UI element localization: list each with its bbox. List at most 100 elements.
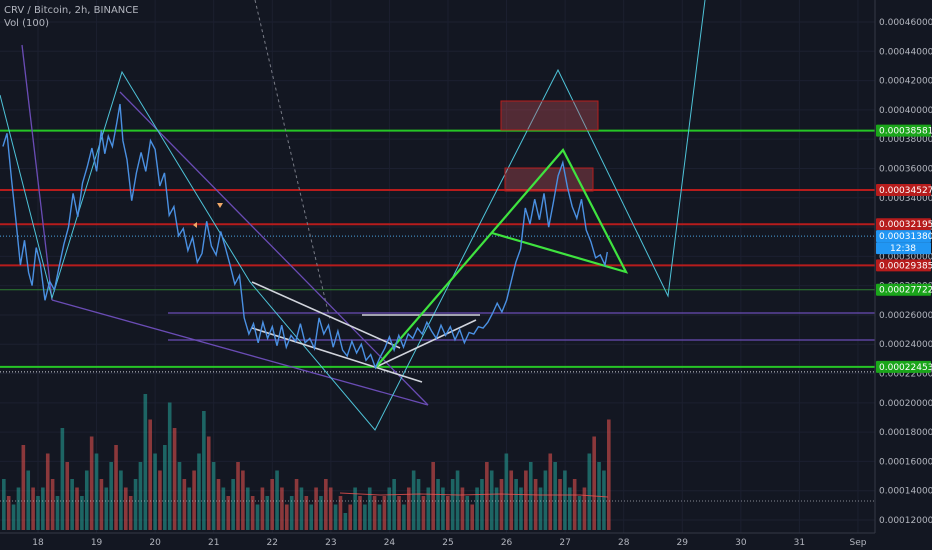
volume-bar — [607, 419, 611, 530]
volume-ma-line — [339, 492, 609, 498]
volume-bar — [489, 470, 494, 530]
resistance-box-upper — [500, 100, 599, 131]
volume-bar — [528, 462, 533, 530]
volume-bar — [94, 453, 99, 530]
volume-bar — [577, 496, 582, 530]
volume-bar — [16, 487, 21, 530]
y-tick-label: 0.00018000 — [879, 428, 932, 438]
volume-bar — [192, 470, 196, 530]
volume-bar — [475, 487, 479, 530]
price-tag-bg — [876, 360, 931, 373]
y-tick-label: 0.00034000 — [879, 194, 932, 204]
x-tick-label: 23 — [325, 538, 336, 548]
volume-bar — [392, 479, 396, 530]
volume-bar — [84, 470, 89, 530]
resistance-box-lower — [504, 167, 594, 192]
y-tick-label: 0.00030000 — [879, 252, 932, 262]
volume-bar — [26, 470, 31, 530]
volume-bar — [406, 487, 411, 530]
price-tag-bg — [876, 124, 931, 137]
volume-bar — [587, 453, 592, 530]
volume-bar — [45, 453, 50, 530]
volume-bar — [280, 487, 284, 530]
price-tag-label: 0.00022453 — [879, 363, 932, 373]
volume-bar — [441, 487, 445, 530]
green-flag-pole — [375, 148, 629, 368]
y-tick-label: 0.00020000 — [879, 399, 932, 409]
symbol-title: CRV / Bitcoin, 2h, BINANCE — [4, 5, 139, 16]
price-tags: 0.00038581 0.00034527 0.00032195 0.00031380… — [876, 124, 932, 373]
x-tick-label: Sep — [849, 538, 866, 548]
grid — [0, 0, 875, 533]
price-tag-label: 0.00027722 — [879, 286, 932, 296]
price-tag-bg — [876, 283, 931, 296]
marker-left — [193, 222, 197, 228]
volume-bar — [124, 487, 128, 530]
volume-bar — [548, 453, 553, 530]
price-tag-bg — [876, 259, 931, 272]
volume-bar — [65, 462, 70, 530]
volume-bar — [138, 462, 143, 530]
price-tag-bg — [876, 218, 931, 231]
y-tick-label: 0.00012000 — [879, 516, 932, 526]
x-tick-label: 27 — [559, 538, 570, 548]
volume-bar — [558, 479, 562, 530]
volume-bar — [294, 479, 299, 530]
volume-bar — [216, 479, 221, 530]
x-tick-label: 29 — [677, 538, 689, 548]
purple-trendline-3 — [119, 91, 429, 406]
volume-bar — [143, 394, 148, 530]
volume-bar — [402, 504, 406, 530]
wedge-upper-line — [251, 281, 401, 349]
volume-bar — [202, 411, 206, 530]
volume-bar — [533, 479, 538, 530]
y-tick-label: 0.00040000 — [879, 106, 932, 116]
volume-bar — [172, 428, 177, 530]
volume-bar — [328, 487, 333, 530]
x-tick-label: 18 — [32, 538, 44, 548]
price-tag-bg — [876, 184, 931, 197]
volume-bar — [36, 496, 40, 530]
dashed-trendline — [254, 0, 331, 321]
price-line — [2, 103, 608, 370]
volume-bar — [480, 479, 484, 530]
volume-bar — [128, 496, 133, 530]
volume-bar — [177, 462, 182, 530]
volume-bar — [275, 470, 279, 530]
volume-bar — [236, 462, 240, 530]
volume-bar — [70, 479, 74, 530]
volume-bar — [245, 487, 250, 530]
volume-bar — [592, 436, 596, 530]
volume-bar — [75, 487, 79, 530]
volume-bar — [2, 479, 6, 530]
volume-bar — [31, 487, 35, 530]
volume-bar — [431, 462, 435, 530]
volume-indicator-label: Vol (100) — [4, 18, 50, 29]
volume-bar — [353, 487, 357, 530]
volume-bar — [465, 496, 470, 530]
y-axis-panel — [875, 0, 932, 550]
volume-bar — [509, 470, 514, 530]
volume-bar — [421, 496, 426, 530]
volume-bar — [158, 470, 162, 530]
x-tick-label: 21 — [208, 538, 219, 548]
volume-bar — [226, 496, 231, 530]
volume-bar — [89, 436, 94, 530]
volume-bar — [260, 487, 265, 530]
volume-bar — [119, 470, 123, 530]
volume-bar — [41, 487, 45, 530]
purple-trendline-2 — [51, 299, 429, 406]
x-tick-label: 20 — [149, 538, 161, 548]
volume-bar — [563, 470, 567, 530]
volume-bar — [114, 445, 118, 530]
volume-bar — [187, 487, 192, 530]
x-axis-panel — [0, 533, 932, 550]
volume-bar — [343, 513, 348, 530]
volume-bar — [153, 453, 157, 530]
x-tick-label: 30 — [735, 538, 747, 548]
volume-bar — [324, 479, 328, 530]
volume-bar — [455, 470, 460, 530]
volume-bar — [255, 504, 260, 530]
